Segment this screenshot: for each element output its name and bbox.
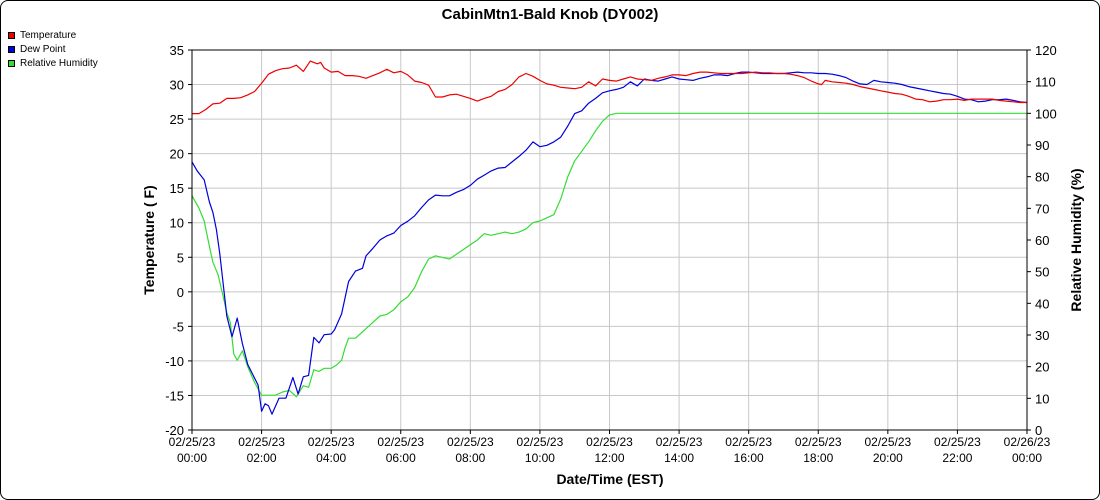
y-tick-label: 20 [170, 147, 184, 162]
x-tick-date: 02/25/23 [238, 435, 285, 449]
tick-labels: -20 -15 -10 -5 0 5 10 15 20 25 30 35 0 10 20 30 40 50 60 70… [165, 43, 1057, 465]
y-tick-label: -15 [165, 388, 184, 403]
y2-tick-label: 0 [1035, 423, 1042, 438]
x-tick-time: 22:00 [942, 451, 972, 465]
series-line-relative-humidity [191, 112, 1027, 398]
y2-axis-label: Relative Humidity (%) [1068, 168, 1084, 311]
x-tick-time: 14:00 [664, 451, 694, 465]
x-tick-date: 02/25/23 [447, 435, 494, 449]
x-tick-date: 02/25/23 [656, 435, 703, 449]
y-tick-label: -10 [165, 354, 184, 369]
y2-tick-label: 60 [1035, 233, 1049, 248]
x-tick-date: 02/25/23 [377, 435, 424, 449]
x-tick-time: 02:00 [247, 451, 277, 465]
plot-area-border [191, 49, 1028, 431]
y2-tick-label: 80 [1035, 170, 1049, 185]
grid [191, 49, 1028, 431]
x-tick-date: 02/26/23 [1004, 435, 1051, 449]
x-tick-time: 06:00 [386, 451, 416, 465]
y-tick-label: 30 [170, 78, 184, 93]
y-tick-label: 10 [170, 216, 184, 231]
series-lines [191, 60, 1028, 415]
x-tick-time: 04:00 [316, 451, 346, 465]
x-tick-date: 02/25/23 [864, 435, 911, 449]
y2-tick-label: 70 [1035, 201, 1049, 216]
legend-label-temperature: Temperature [20, 29, 77, 41]
x-tick-time: 00:00 [177, 451, 207, 465]
y-tick-label: -5 [172, 319, 184, 334]
x-tick-date: 02/25/23 [169, 435, 216, 449]
y2-tick-label: 10 [1035, 391, 1049, 406]
y2-tick-label: 20 [1035, 360, 1049, 375]
y-tick-label: 5 [177, 250, 184, 265]
y-tick-label: 35 [170, 43, 184, 58]
y2-tick-label: 50 [1035, 265, 1049, 280]
y-tick-label: 0 [177, 285, 184, 300]
y-tick-label: 15 [170, 181, 184, 196]
series-line-dew-point [191, 71, 1028, 415]
chart-title: CabinMtn1-Bald Knob (DY002) [442, 6, 659, 23]
legend-swatch-temperature [8, 31, 15, 39]
y2-tick-label: 120 [1035, 43, 1057, 58]
x-tick-date: 02/25/23 [795, 435, 842, 449]
y-tick-label: 25 [170, 112, 184, 127]
x-tick-time: 08:00 [455, 451, 485, 465]
legend-swatch-dew-point [8, 45, 15, 53]
legend-item-relative-humidity: Relative Humidity [8, 56, 98, 70]
x-tick-time: 12:00 [594, 451, 624, 465]
x-tick-time: 00:00 [1012, 451, 1042, 465]
legend-swatch-relative-humidity [8, 59, 15, 67]
legend-label-dew-point: Dew Point [20, 43, 66, 55]
x-tick-time: 20:00 [873, 451, 903, 465]
legend-item-dew-point: Dew Point [8, 42, 98, 56]
x-tick-time: 16:00 [734, 451, 764, 465]
series-line-temperature [192, 60, 1027, 115]
y2-tick-label: 90 [1035, 138, 1049, 153]
x-tick-date: 02/25/23 [308, 435, 355, 449]
legend: Temperature Dew Point Relative Humidity [8, 28, 98, 70]
y2-tick-label: 110 [1035, 75, 1056, 90]
x-tick-time: 18:00 [803, 451, 833, 465]
x-tick-date: 02/25/23 [517, 435, 564, 449]
y2-tick-label: 100 [1035, 106, 1057, 121]
y2-tick-label: 40 [1035, 296, 1049, 311]
y-axis-label: Temperature ( F) [141, 185, 157, 294]
legend-label-relative-humidity: Relative Humidity [20, 57, 98, 69]
legend-item-temperature: Temperature [8, 28, 98, 42]
x-tick-date: 02/25/23 [586, 435, 633, 449]
x-axis-label: Date/Time (EST) [556, 471, 663, 487]
y2-tick-label: 30 [1035, 328, 1049, 343]
x-tick-date: 02/25/23 [725, 435, 772, 449]
y-tick-label: -20 [165, 423, 184, 438]
x-tick-time: 10:00 [525, 451, 555, 465]
x-tick-date: 02/25/23 [934, 435, 981, 449]
